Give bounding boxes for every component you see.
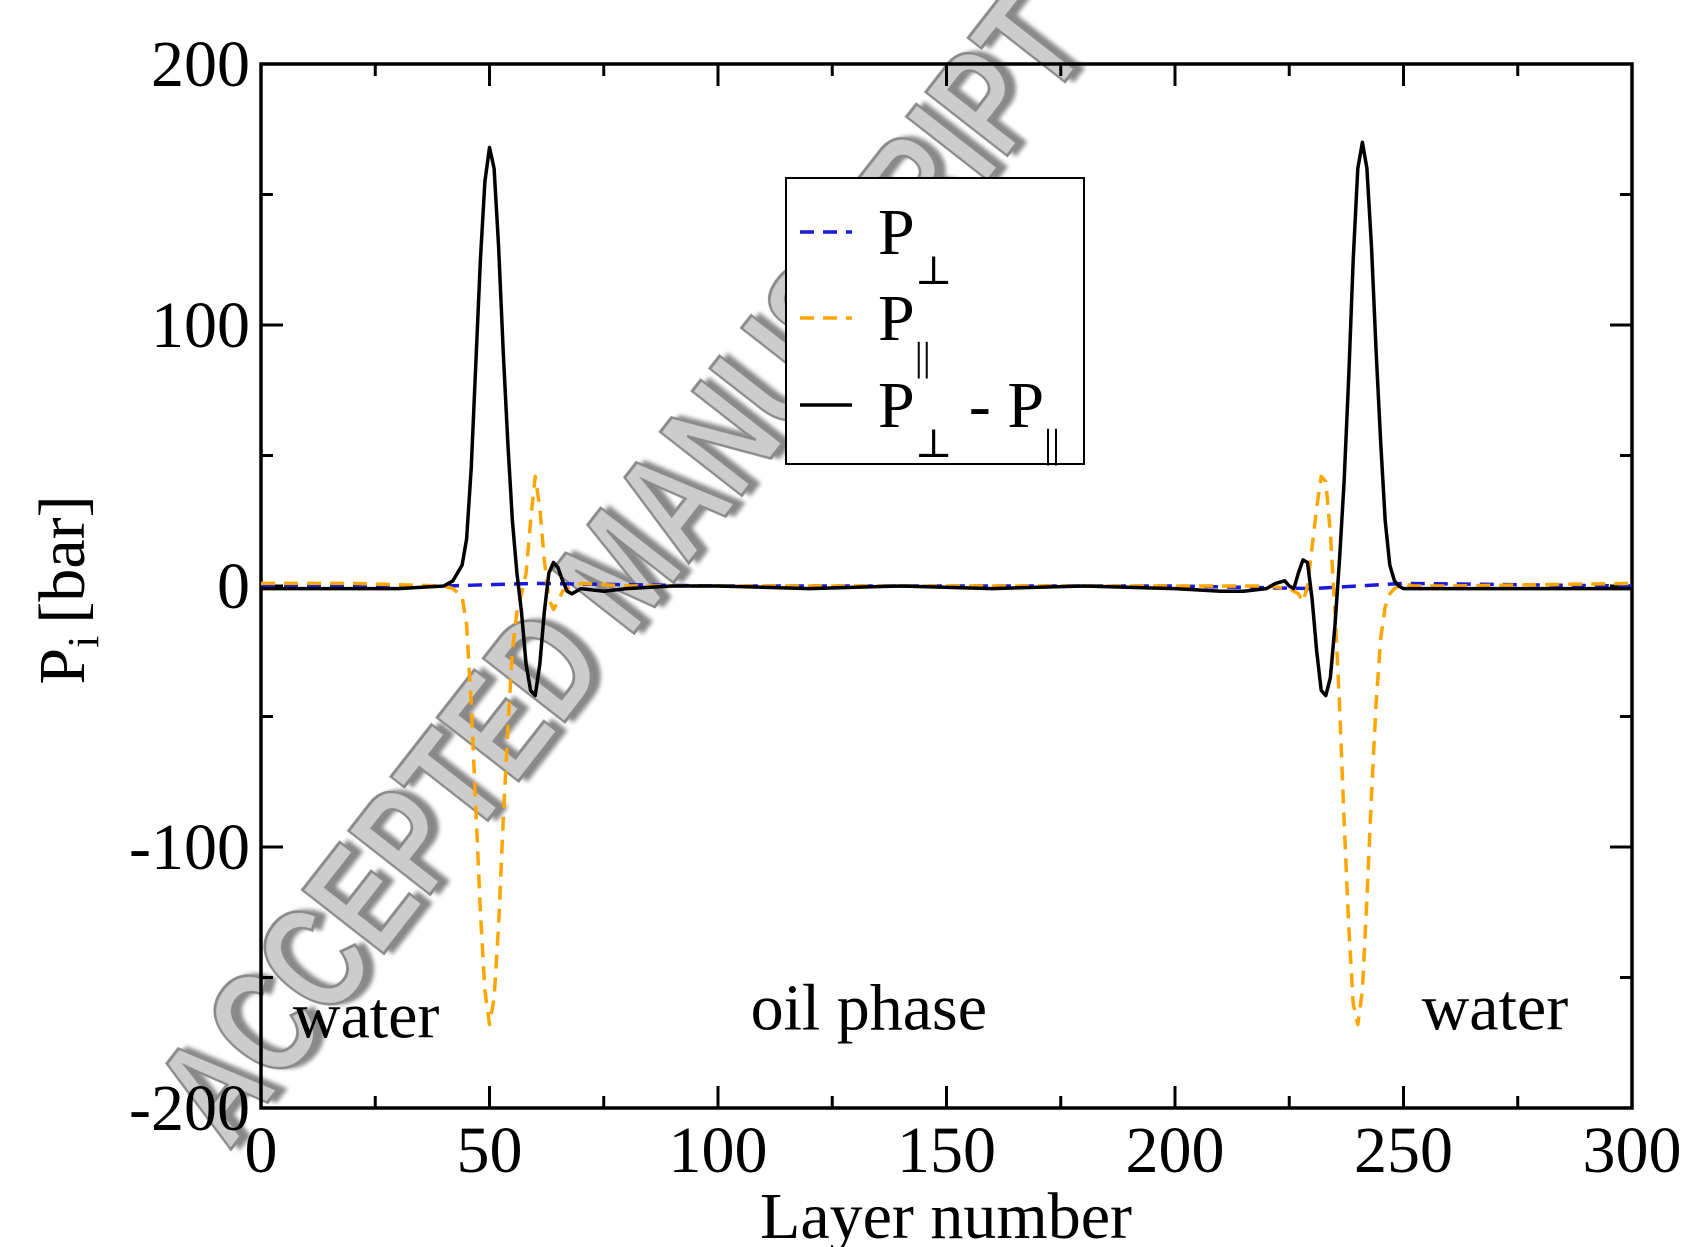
x-axis-label: Layer number (760, 1180, 1132, 1247)
x-tick-label: 200 (1126, 1114, 1225, 1187)
y-tick-label: 100 (151, 289, 250, 362)
y-tick-label: -200 (129, 1072, 250, 1145)
annotation-label: water (293, 980, 440, 1053)
x-tick-label: 50 (457, 1114, 523, 1187)
series-line-p_diff (261, 140, 1632, 698)
y-tick-label: 200 (151, 28, 250, 101)
legend-label: P⊥ - P|| (878, 369, 1060, 466)
legend-box (785, 177, 1085, 465)
legend-label: P|| (878, 282, 931, 379)
annotation-label: oil phase (751, 972, 987, 1045)
series-layer (261, 140, 1632, 1027)
y-axis-label: Pi [bar] (26, 495, 108, 684)
legend: P⊥P||P⊥ - P|| (785, 177, 1085, 466)
x-tick-label: 300 (1583, 1114, 1682, 1187)
legend-label: P⊥ (878, 196, 952, 293)
x-tick-label: 0 (245, 1114, 278, 1187)
y-tick-label: -100 (129, 811, 250, 884)
y-tick-labels: -200 -100 0 100 200 (129, 28, 250, 1145)
x-tick-label: 150 (897, 1114, 996, 1187)
x-tick-label: 100 (669, 1114, 768, 1187)
x-tick-label: 250 (1354, 1114, 1453, 1187)
y-axis-label-unit: [bar] (26, 495, 99, 623)
y-axis-label-subscript: i (59, 636, 108, 648)
svg-text:Pi[bar]: Pi [bar] (26, 495, 108, 684)
y-tick-label: 0 (217, 550, 250, 623)
y-axis-label-base: P (26, 648, 99, 685)
annotations: water oil phase water (293, 972, 1568, 1053)
x-tick-labels: 0 50 100 150 200 250 300 (245, 1114, 1682, 1187)
annotation-label: water (1422, 972, 1569, 1045)
